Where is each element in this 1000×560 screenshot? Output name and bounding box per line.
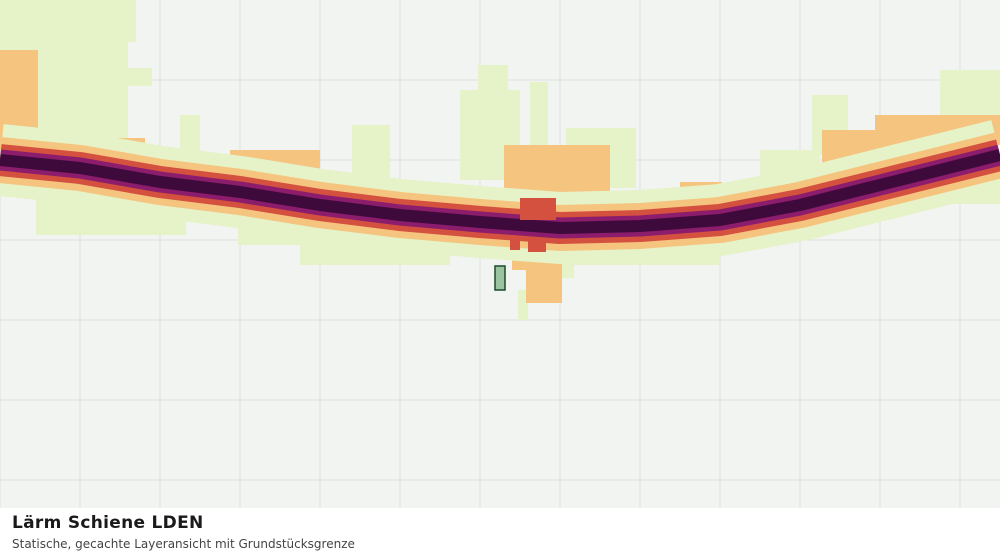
parcel-boundary <box>494 265 506 291</box>
zone-blob <box>510 238 520 250</box>
zone-blob <box>180 115 200 155</box>
zone-blob <box>518 290 528 320</box>
zone-blob <box>128 68 152 86</box>
map <box>0 0 1000 508</box>
zone-blob <box>940 70 1000 120</box>
zone-blob <box>528 238 546 252</box>
zone-blob <box>478 65 508 95</box>
map-title: Lärm Schiene LDEN <box>12 513 204 533</box>
zone-blob <box>128 0 136 42</box>
map-subtitle: Statische, gecachte Layeransicht mit Gru… <box>12 537 355 551</box>
zone-blob <box>530 82 548 152</box>
zone-blob <box>520 198 556 220</box>
caption: Lärm Schiene LDEN Statische, gecachte La… <box>0 508 1000 560</box>
noise-band-75 <box>0 149 1000 234</box>
noise-zone-high <box>510 198 556 252</box>
